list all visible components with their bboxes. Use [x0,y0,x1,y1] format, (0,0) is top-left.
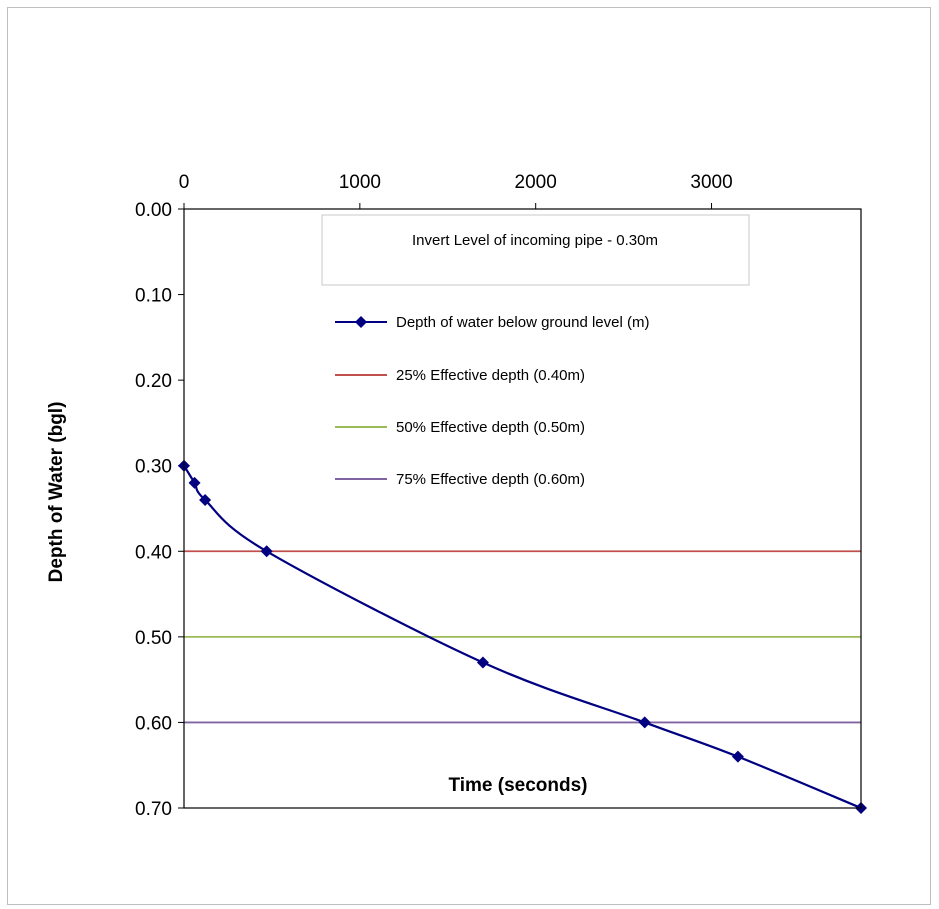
data-point-marker [189,477,201,489]
legend-label: 25% Effective depth (0.40m) [396,367,585,384]
legend-marker [355,316,367,328]
y-tick-label: 0.00 [135,200,172,221]
x-tick-label: 2000 [515,172,557,193]
y-axis-ticks: 0.00 0.10 0.20 0.30 0.40 0.50 0.60 0.70 [135,200,184,820]
legend-label: Depth of water below ground level (m) [396,314,649,331]
effective-depth-lines [184,551,861,722]
y-tick-label: 0.10 [135,286,172,307]
data-point-marker [639,716,651,728]
y-tick-label: 0.30 [135,457,172,478]
annotation-box: Invert Level of incoming pipe - 0.30m [322,215,749,285]
data-point-marker [732,751,744,763]
y-tick-label: 0.50 [135,628,172,649]
plot-area-border [184,209,861,808]
x-axis-title: Time (seconds) [448,775,587,796]
y-tick-label: 0.70 [135,799,172,820]
y-tick-label: 0.20 [135,371,172,392]
y-tick-label: 0.40 [135,542,172,563]
y-tick-label: 0.60 [135,713,172,734]
x-tick-label: 1000 [339,172,381,193]
x-tick-label: 3000 [690,172,732,193]
legend: Depth of water below ground level (m) 25%… [335,314,649,488]
data-point-marker [477,657,489,669]
data-point-marker [261,545,273,557]
legend-label: 50% Effective depth (0.50m) [396,419,585,436]
x-axis-ticks: 0 1000 2000 3000 [179,172,733,209]
annotation-text: Invert Level of incoming pipe - 0.30m [412,232,658,249]
y-axis-title: Depth of Water (bgl) [46,402,67,583]
legend-label: 75% Effective depth (0.60m) [396,471,585,488]
x-tick-label: 0 [179,172,190,193]
